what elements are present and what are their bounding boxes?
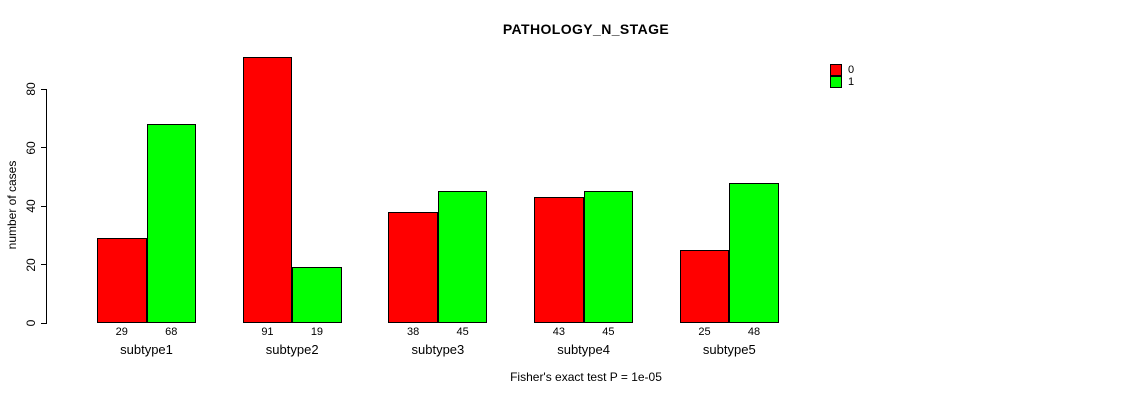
bar-subtype1-series-0 <box>97 238 147 323</box>
legend-swatch-1 <box>830 76 842 88</box>
category-label-subtype4: subtype4 <box>557 342 610 357</box>
legend-item-0: 0 <box>830 64 854 76</box>
y-tick-label-60: 60 <box>24 140 38 155</box>
bar-value-subtype1-series-0: 29 <box>115 326 128 338</box>
y-tick-mark-0 <box>41 322 47 324</box>
legend-label-1: 1 <box>848 76 855 88</box>
legend-label-0: 0 <box>848 64 855 76</box>
bar-subtype2-series-0 <box>242 56 293 323</box>
bar-subtype1-series-1 <box>146 124 196 323</box>
bar-value-subtype3-series-1: 45 <box>456 326 469 338</box>
y-tick-label-80: 80 <box>24 82 38 96</box>
bar-value-subtype3-series-0: 38 <box>407 326 420 338</box>
y-tick-mark-80 <box>41 88 47 90</box>
legend-swatch-0 <box>830 64 842 76</box>
y-tick-label-40: 40 <box>24 199 38 213</box>
bar-subtype3-series-1 <box>437 191 488 323</box>
y-tick-mark-60 <box>41 147 47 148</box>
category-label-subtype1: subtype1 <box>120 342 173 357</box>
bar-subtype4-series-1 <box>583 191 634 323</box>
legend-item-1: 1 <box>830 76 854 88</box>
bar-subtype3-series-0 <box>388 211 438 323</box>
y-tick-mark-40 <box>41 205 47 207</box>
bar-subtype5-series-0 <box>679 249 730 323</box>
bar-subtype4-series-0 <box>534 197 584 323</box>
fisher-test-caption: Fisher's exact test P = 1e-05 <box>510 370 662 384</box>
category-label-subtype5: subtype5 <box>702 342 756 357</box>
y-axis-line <box>46 89 47 324</box>
category-label-subtype2: subtype2 <box>265 342 319 357</box>
bar-value-subtype1-series-1: 68 <box>165 326 178 338</box>
chart-title: PATHOLOGY_N_STAGE <box>502 21 670 37</box>
bar-value-subtype5-series-0: 25 <box>698 326 711 338</box>
bar-subtype5-series-1 <box>729 182 779 323</box>
bar-value-subtype5-series-1: 48 <box>747 326 761 338</box>
bar-value-subtype2-series-1: 19 <box>310 326 324 338</box>
category-label-subtype3: subtype3 <box>411 342 465 357</box>
y-tick-mark-20 <box>41 264 47 265</box>
bar-value-subtype2-series-0: 91 <box>261 326 274 338</box>
y-axis-label: number of cases <box>5 160 19 250</box>
y-tick-label-20: 20 <box>24 257 38 272</box>
bar-value-subtype4-series-1: 45 <box>602 326 615 338</box>
y-tick-label-0: 0 <box>24 319 38 327</box>
bar-value-subtype4-series-0: 43 <box>552 326 565 338</box>
bar-subtype2-series-1 <box>292 267 342 323</box>
